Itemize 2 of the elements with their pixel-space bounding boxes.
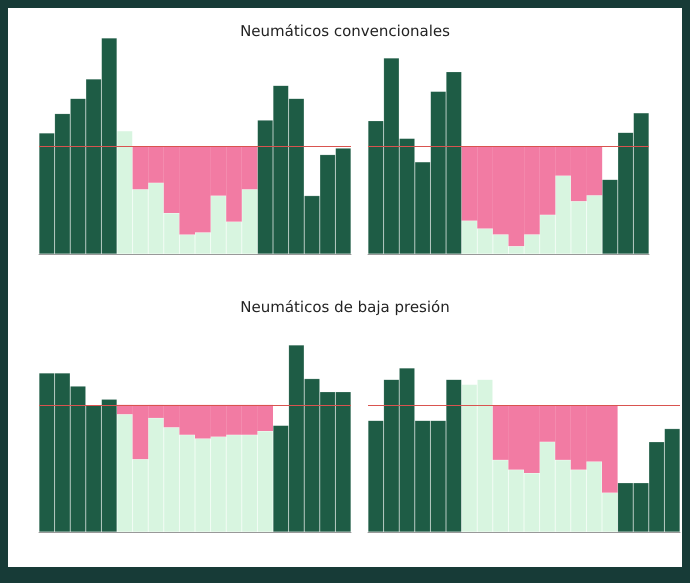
chart-title: Neumáticos convencionales <box>239 22 451 40</box>
chart-title: Neumáticos de baja presión <box>239 298 451 316</box>
